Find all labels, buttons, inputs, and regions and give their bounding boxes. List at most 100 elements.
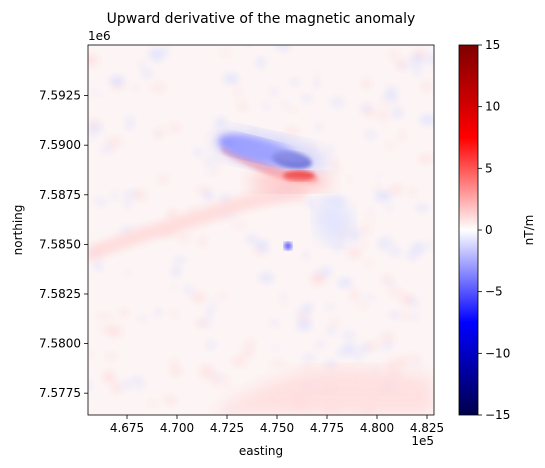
texture-blob bbox=[315, 122, 322, 132]
y-ticks: 7.5775 7.5800 7.5825 7.5850 7.5875 7.5900 7.59… bbox=[39, 89, 88, 400]
y-tick-label: 7.5775 bbox=[39, 386, 81, 400]
texture-blob bbox=[262, 103, 270, 110]
texture-blob bbox=[213, 158, 218, 165]
texture-blob bbox=[382, 342, 393, 350]
texture-blob bbox=[132, 85, 138, 91]
texture-blob bbox=[297, 319, 312, 330]
texture-blob bbox=[313, 341, 327, 348]
texture-blob bbox=[216, 116, 227, 126]
texture-blob bbox=[386, 204, 393, 213]
texture-blob bbox=[385, 359, 402, 369]
texture-blob bbox=[327, 326, 335, 335]
texture-blob bbox=[280, 302, 288, 306]
texture-blob bbox=[169, 311, 179, 317]
texture-blob bbox=[392, 107, 403, 118]
texture-blob bbox=[410, 54, 425, 65]
texture-blob bbox=[408, 297, 417, 305]
texture-blob bbox=[337, 169, 342, 173]
texture-blob bbox=[313, 77, 320, 88]
neg-patch-east bbox=[314, 199, 354, 245]
texture-blob bbox=[170, 285, 176, 290]
texture-blob bbox=[390, 313, 401, 317]
texture-blob bbox=[428, 53, 434, 64]
colorbar-ticks: 15 10 5 0 −5 −10 −15 bbox=[478, 38, 510, 422]
x-tick-label: 4.725 bbox=[210, 421, 244, 435]
texture-blob bbox=[107, 136, 122, 148]
y-tick-label: 7.5825 bbox=[39, 287, 81, 301]
texture-blob bbox=[183, 284, 195, 296]
texture-blob bbox=[307, 198, 314, 208]
texture-blob bbox=[396, 59, 406, 70]
colorbar-tick-label: −5 bbox=[485, 285, 503, 299]
texture-blob bbox=[256, 241, 269, 252]
texture-blob bbox=[341, 331, 357, 340]
colorbar-tick-label: 0 bbox=[485, 223, 493, 237]
texture-blob bbox=[407, 251, 419, 260]
texture-blob bbox=[275, 45, 291, 50]
texture-blob bbox=[204, 170, 217, 175]
texture-blob bbox=[256, 57, 266, 69]
texture-blob bbox=[301, 96, 313, 101]
texture-blob bbox=[366, 261, 372, 267]
x-tick-label: 4.775 bbox=[310, 421, 344, 435]
heatmap bbox=[88, 45, 434, 415]
texture-blob bbox=[351, 289, 358, 301]
texture-blob bbox=[387, 50, 400, 60]
texture-blob bbox=[375, 191, 391, 201]
texture-blob bbox=[94, 260, 102, 271]
texture-blob bbox=[96, 314, 113, 319]
texture-blob bbox=[364, 108, 375, 116]
colorbar-tick-label: 10 bbox=[485, 100, 500, 114]
texture-blob bbox=[289, 79, 301, 85]
texture-blob bbox=[99, 201, 104, 208]
heatmap-features bbox=[88, 130, 434, 415]
texture-blob bbox=[377, 109, 389, 121]
texture-blob bbox=[198, 320, 214, 325]
texture-blob bbox=[361, 78, 372, 89]
texture-blob bbox=[207, 340, 215, 350]
texture-blob bbox=[410, 63, 417, 70]
texture-blob bbox=[280, 294, 287, 299]
texture-blob bbox=[323, 266, 332, 276]
texture-blob bbox=[88, 381, 92, 391]
texture-blob bbox=[173, 256, 186, 265]
texture-blob bbox=[177, 233, 190, 244]
texture-blob bbox=[99, 149, 114, 153]
texture-blob bbox=[225, 375, 230, 387]
texture-blob bbox=[252, 127, 257, 131]
neg-spot bbox=[284, 242, 292, 250]
texture-blob bbox=[380, 332, 396, 343]
texture-blob bbox=[88, 90, 100, 94]
y-tick-label: 7.5850 bbox=[39, 237, 81, 251]
texture-blob bbox=[399, 356, 408, 366]
texture-blob bbox=[192, 293, 206, 302]
texture-blob bbox=[138, 385, 144, 390]
texture-blob bbox=[200, 366, 214, 377]
y-axis-label: northing bbox=[11, 205, 25, 256]
pos-lobe-halo bbox=[248, 172, 332, 192]
texture-blob bbox=[160, 46, 170, 56]
texture-blob bbox=[156, 174, 170, 184]
texture-blob bbox=[246, 45, 252, 48]
texture-blob bbox=[125, 197, 131, 208]
texture-blob bbox=[207, 306, 213, 317]
texture-blob bbox=[325, 361, 336, 368]
texture-blob bbox=[331, 160, 338, 170]
texture-blob bbox=[364, 130, 377, 139]
texture-blob bbox=[323, 305, 337, 310]
texture-blob bbox=[326, 146, 335, 153]
texture-blob bbox=[338, 279, 352, 287]
texture-blob bbox=[269, 319, 279, 327]
y-tick-label: 7.5925 bbox=[39, 89, 81, 103]
texture-blob bbox=[141, 70, 153, 78]
y-tick-label: 7.5900 bbox=[39, 138, 81, 152]
x-axis-label: easting bbox=[239, 444, 283, 458]
texture-blob bbox=[270, 88, 278, 95]
x-ticks: 4.675 4.700 4.725 4.750 4.775 4.800 4.825 bbox=[110, 415, 444, 435]
texture-blob bbox=[284, 127, 299, 134]
texture-blob bbox=[112, 190, 118, 202]
x-tick-label: 4.750 bbox=[260, 421, 294, 435]
texture-blob bbox=[382, 237, 395, 246]
texture-blob bbox=[246, 235, 258, 244]
texture-blob bbox=[218, 50, 233, 56]
